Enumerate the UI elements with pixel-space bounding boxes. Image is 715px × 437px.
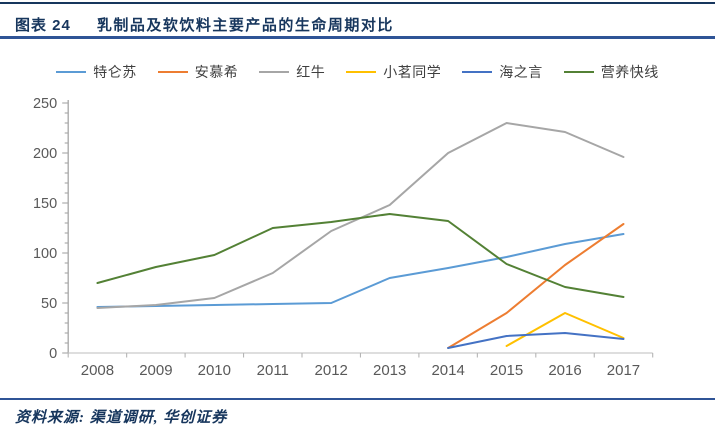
legend-label: 小茗同学 <box>383 64 442 80</box>
legend-label: 营养快线 <box>600 64 659 80</box>
legend-line-swatch-icon <box>157 71 188 73</box>
chart-legend: 特仑苏 安慕希 红牛 小茗同学 海之言 营养快线 <box>0 60 715 84</box>
series-line-1 <box>447 223 625 349</box>
y-tick-label: 100 <box>33 246 57 262</box>
series-line-0 <box>96 233 625 308</box>
y-tick-label: 150 <box>33 196 57 212</box>
series-line-5 <box>96 213 625 298</box>
legend-line-swatch-icon <box>563 71 594 73</box>
x-tick-label: 2008 <box>81 362 114 379</box>
legend-item-0: 特仑苏 <box>56 62 137 82</box>
x-tick-label: 2017 <box>607 362 640 379</box>
figure-title: 乳制品及软饮料主要产品的生命周期对比 <box>96 17 394 34</box>
y-tick-label: 200 <box>33 146 57 162</box>
x-tick-label: 2012 <box>315 362 348 379</box>
x-tick-label: 2016 <box>548 362 581 379</box>
y-tick-label: 50 <box>41 296 57 312</box>
y-tick-label: 250 <box>33 96 57 112</box>
legend-line-swatch-icon <box>56 71 87 73</box>
series-line-3 <box>505 312 625 347</box>
legend-label: 海之言 <box>499 64 543 80</box>
x-tick-label: 2015 <box>490 362 523 379</box>
legend-label: 红牛 <box>296 64 326 80</box>
x-tick-label: 2011 <box>257 362 289 379</box>
legend-item-4: 海之言 <box>462 62 543 82</box>
top-divider <box>0 2 715 4</box>
legend-line-swatch-icon <box>259 71 290 73</box>
figure-title-bar: 图表 24 乳制品及软饮料主要产品的生命周期对比 <box>0 6 715 39</box>
legend-item-2: 红牛 <box>259 62 325 82</box>
footer-divider <box>0 398 715 400</box>
x-tick-label: 2010 <box>198 362 231 379</box>
legend-label: 特仑苏 <box>93 64 137 80</box>
legend-line-swatch-icon <box>346 71 377 73</box>
legend-label: 安慕希 <box>194 64 239 80</box>
legend-item-3: 小茗同学 <box>346 62 441 82</box>
x-tick-label: 2013 <box>373 362 406 379</box>
figure-number-label: 图表 24 <box>15 17 71 34</box>
legend-item-1: 安慕希 <box>157 62 239 82</box>
legend-line-swatch-icon <box>462 71 493 73</box>
series-line-4 <box>447 332 625 349</box>
series-line-2 <box>96 122 625 309</box>
x-tick-label: 2014 <box>431 362 464 379</box>
source-note: 资料来源: 渠道调研, 华创证券 <box>15 410 228 426</box>
x-tick-label: 2009 <box>139 362 172 379</box>
legend-item-5: 营养快线 <box>563 62 659 82</box>
y-tick-label: 0 <box>49 346 57 362</box>
